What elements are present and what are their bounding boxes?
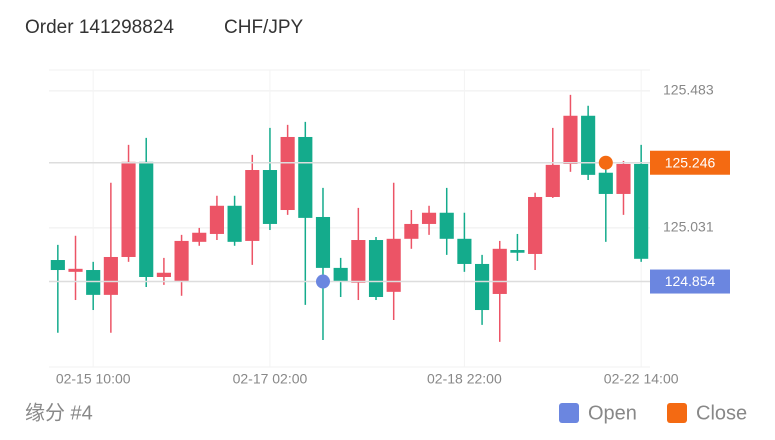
- pair-title: CHF/JPY: [224, 17, 304, 38]
- y-tick-label: 125.483: [663, 82, 714, 98]
- candle-body: [563, 115, 578, 164]
- candle-body: [581, 115, 596, 175]
- candle-body: [510, 250, 525, 253]
- open-marker: [315, 274, 330, 289]
- legend-open: Open: [588, 402, 637, 424]
- x-tick-label: 02-18 22:00: [427, 371, 502, 387]
- candle-body: [598, 172, 613, 194]
- candle-body: [68, 268, 83, 272]
- open-value-label: 124.854: [665, 273, 716, 289]
- close-value-label: 125.246: [665, 154, 716, 170]
- candle-body: [492, 248, 507, 294]
- candle-body: [192, 232, 207, 242]
- candle-body: [156, 272, 171, 277]
- order-title: Order 141298824: [25, 17, 174, 38]
- candle-body: [174, 240, 189, 281]
- candle-body: [280, 136, 295, 211]
- candle-body: [421, 212, 437, 224]
- legend-swatch-close: [667, 403, 687, 423]
- candle-body: [475, 263, 490, 311]
- candle-body: [262, 170, 278, 224]
- candle-body: [139, 161, 154, 277]
- close-marker: [598, 155, 613, 170]
- x-tick-label: 02-22 14:00: [604, 371, 679, 387]
- legend-close: Close: [696, 402, 747, 424]
- candle-body: [528, 196, 543, 254]
- candle-body: [121, 161, 136, 257]
- candle-body: [298, 136, 313, 218]
- candle-body: [245, 170, 260, 241]
- candle-body: [457, 238, 472, 264]
- y-tick-label: 125.031: [663, 219, 714, 235]
- candle-body: [404, 223, 419, 239]
- candle-body: [351, 240, 366, 283]
- footer-label: 缘分 #4: [25, 401, 93, 424]
- candle-body: [333, 267, 348, 282]
- candle-body: [227, 205, 242, 242]
- candle-body: [209, 205, 224, 234]
- x-tick-label: 02-17 02:00: [233, 371, 308, 387]
- candle-body: [86, 270, 101, 295]
- candle-body: [439, 212, 454, 239]
- candle-body: [315, 216, 331, 268]
- candle-body: [634, 163, 649, 259]
- candle-body: [616, 163, 631, 194]
- candle-body: [545, 164, 560, 197]
- open-value-box: [650, 269, 730, 294]
- close-value-box: [650, 150, 730, 175]
- x-tick-label: 02-15 10:00: [56, 371, 131, 387]
- candle-body: [103, 256, 118, 295]
- candle-body: [368, 240, 384, 297]
- candle-body: [386, 238, 401, 292]
- candle-body: [50, 260, 65, 271]
- legend-swatch-open: [559, 403, 579, 423]
